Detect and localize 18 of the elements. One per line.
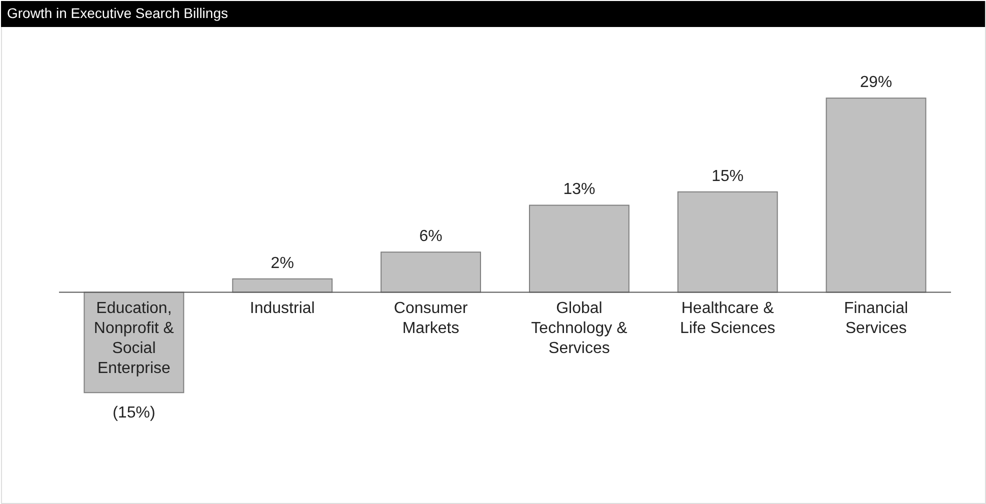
- bar: [826, 98, 926, 293]
- bar: [380, 252, 482, 293]
- x-tick-label: Industrial: [250, 300, 315, 318]
- data-label: 6%: [419, 228, 442, 246]
- x-tick-label: Global Technology & Services: [531, 300, 628, 358]
- data-label: (15%): [112, 404, 156, 422]
- x-tick-label: Education, Nonprofit & Social Enterprise: [94, 300, 174, 378]
- data-label: 2%: [270, 254, 294, 272]
- bar: [677, 191, 778, 293]
- x-tick-label: Consumer Markets: [394, 300, 468, 338]
- bar: [528, 204, 630, 293]
- data-label: 15%: [712, 168, 744, 185]
- bar: [232, 278, 333, 293]
- data-label: 13%: [563, 181, 596, 198]
- x-tick-label: Financial Services: [844, 300, 908, 338]
- x-tick-label: Healthcare & Life Sciences: [680, 300, 776, 338]
- chart-title: Growth in Executive Search Billings: [7, 5, 228, 21]
- data-label: 29%: [860, 74, 892, 92]
